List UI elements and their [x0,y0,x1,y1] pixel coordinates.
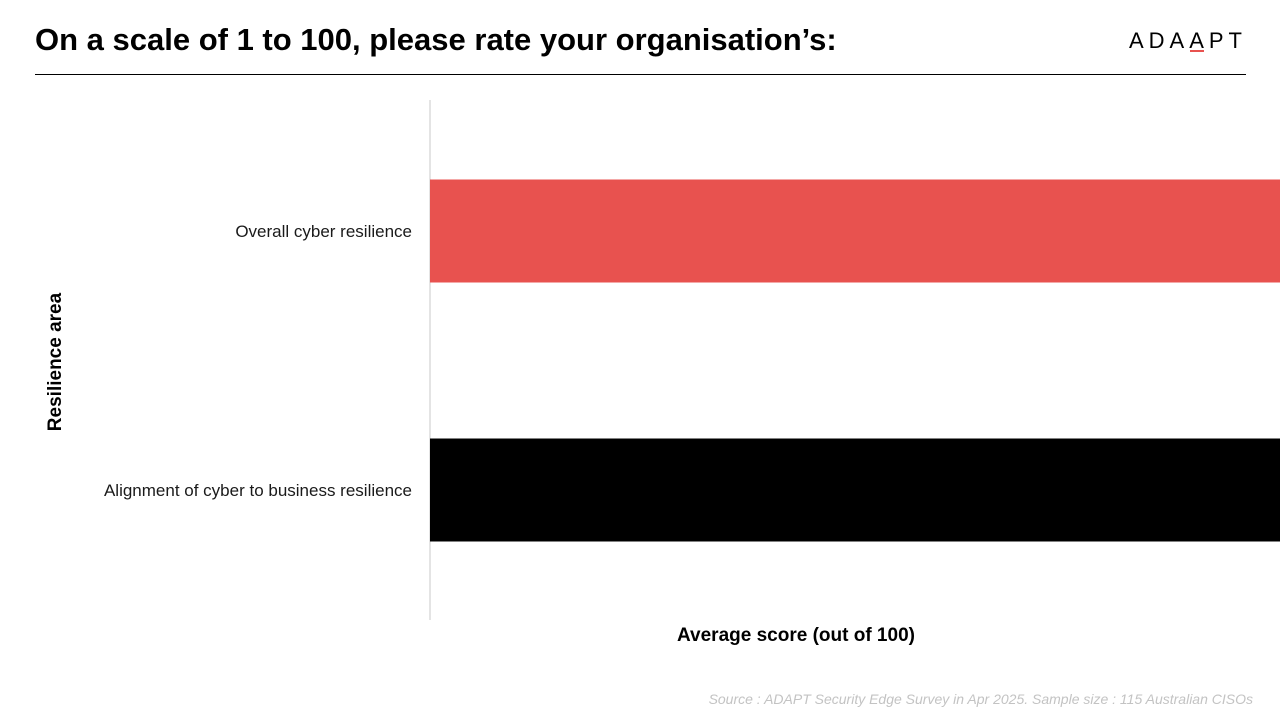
bars-layer: Overall cyber resilience67Alignment of c… [104,179,1280,542]
category-label-1: Overall cyber resilience [235,222,412,241]
category-label-2: Alignment of cyber to business resilienc… [104,481,412,500]
logo-text-accent: A [1189,28,1209,53]
source-note: Source : ADAPT Security Edge Survey in A… [708,691,1253,707]
page-title: On a scale of 1 to 100, please rate your… [35,22,837,57]
y-axis-label: Resilience area [45,292,66,431]
bar-2 [430,438,1280,542]
adapt-logo: ADAAPT [1129,28,1247,54]
x-axis-label: Average score (out of 100) [677,625,915,646]
header-divider [35,74,1246,75]
logo-text-right: PT [1208,28,1247,53]
bar-1 [430,179,1280,283]
logo-text-left: ADA [1128,28,1190,53]
